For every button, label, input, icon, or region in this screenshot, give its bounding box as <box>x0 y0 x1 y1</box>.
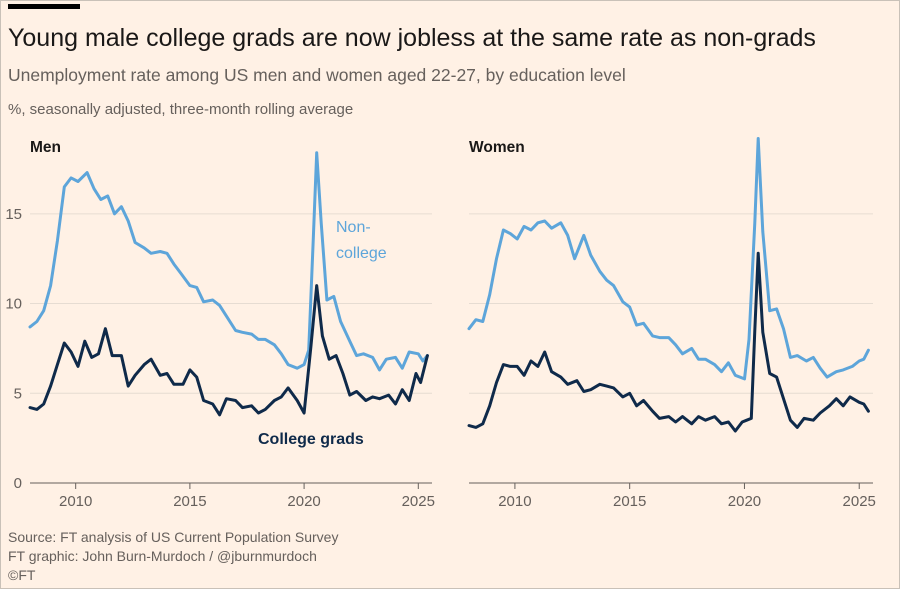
x-tick-label: 2020 <box>287 493 320 510</box>
x-tick-label: 2025 <box>843 493 876 510</box>
copyright-note: ©FT <box>8 567 36 583</box>
annotation-line: college <box>336 245 387 262</box>
chart-title: Young male college grads are now jobless… <box>8 24 816 52</box>
y-tick-label: 0 <box>14 475 22 492</box>
panel-title: Women <box>469 139 525 156</box>
x-tick-label: 2010 <box>59 493 92 510</box>
panel-men: Men 5 10 15 0 2010 2015 2020 2025 Non-college Coll… <box>5 139 435 510</box>
annotation-college-grads: College grads <box>258 431 364 448</box>
x-tick-label: 2015 <box>173 493 206 510</box>
source-note: Source: FT analysis of US Current Popula… <box>8 529 339 545</box>
ft-top-bar <box>8 4 80 9</box>
x-tick-label: 2020 <box>728 493 761 510</box>
credit-note: FT graphic: John Burn-Murdoch / @jburnmu… <box>8 548 317 564</box>
annotation-line: Non- <box>336 219 371 236</box>
panel-women: Women 2010 2015 2020 2025 <box>467 137 876 510</box>
series-line-non-college <box>467 137 870 381</box>
chart-canvas: Men 5 10 15 0 2010 2015 2020 2025 Non-college Coll… <box>5 137 876 510</box>
series-line-college-grads <box>28 284 429 417</box>
y-tick-label: 15 <box>5 206 22 223</box>
x-tick-label: 2025 <box>402 493 435 510</box>
x-tick-label: 2015 <box>613 493 646 510</box>
chart-subtitle: Unemployment rate among US men and women… <box>8 65 626 85</box>
series-line-college-grads <box>467 251 870 433</box>
annotation-line: College grads <box>258 431 364 448</box>
y-tick-label: 5 <box>14 385 22 402</box>
panel-title: Men <box>30 139 61 156</box>
y-tick-label: 10 <box>5 296 22 313</box>
x-tick-label: 2010 <box>498 493 531 510</box>
annotation-non-college: Non-college <box>336 219 387 262</box>
chart-units: %, seasonally adjusted, three-month roll… <box>8 101 354 118</box>
series-line-non-college <box>28 151 429 372</box>
